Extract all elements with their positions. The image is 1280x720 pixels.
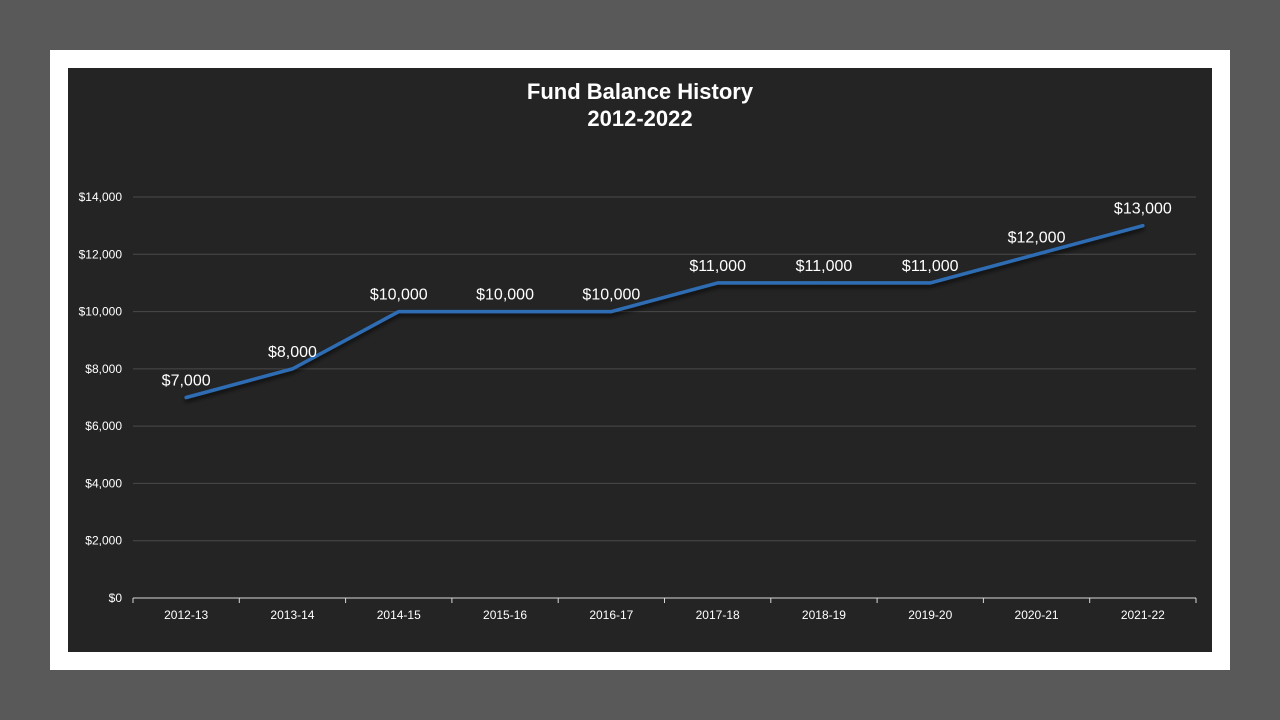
chart-area [68, 68, 1212, 652]
x-tick-label: 2019-20 [908, 608, 952, 622]
data-label: $7,000 [162, 373, 211, 390]
data-point [184, 396, 188, 399]
x-tick-label: 2020-21 [1015, 608, 1059, 622]
x-tick-label: 2012-13 [164, 608, 208, 622]
y-tick-label: $12,000 [79, 247, 123, 261]
data-point [609, 310, 613, 314]
y-tick-label: $10,000 [79, 305, 123, 319]
y-tick-label: $4,000 [85, 476, 122, 490]
data-point [1035, 252, 1039, 256]
data-point [1141, 224, 1145, 228]
gridlines [133, 196, 1196, 542]
data-point [716, 281, 720, 285]
data-label: $13,000 [1114, 201, 1172, 218]
data-label: $11,000 [796, 258, 853, 275]
x-tick-labels: 2012-13 2013-14 2014-15 2015-16 2016-17 2017-… [164, 608, 1165, 622]
data-label: $8,000 [268, 344, 317, 361]
data-point [397, 310, 401, 314]
chart-title: Fund Balance History [526, 79, 754, 104]
data-label: $11,000 [902, 258, 959, 275]
data-labels: $7,000 $8,000 $10,000 $10,000 $10,000 $11,000… [162, 201, 1172, 390]
data-point [822, 281, 826, 285]
x-tick-label: 2018-19 [802, 608, 846, 622]
y-tick-labels: $0 $2,000 $4,000 $6,000 $8,000 $10,000 $12,000… [79, 190, 123, 605]
chart-subtitle: 2012-2022 [587, 106, 693, 131]
data-point [503, 310, 507, 314]
y-tick-label: $8,000 [85, 362, 122, 376]
data-label: $10,000 [476, 287, 534, 304]
x-tick-label: 2015-16 [483, 608, 527, 622]
y-tick-label: $6,000 [85, 419, 122, 433]
chart-title-block: Fund Balance History 2012-2022 [0, 78, 1280, 132]
x-tick-label: 2017-18 [696, 608, 740, 622]
axes [132, 597, 1197, 603]
data-label: $11,000 [689, 258, 746, 275]
y-tick-label: $2,000 [85, 534, 122, 548]
x-tick-label: 2014-15 [377, 608, 421, 622]
data-point [928, 281, 932, 285]
x-tick-label: 2021-22 [1121, 608, 1165, 622]
data-label: $12,000 [1008, 229, 1066, 246]
x-tick-label: 2016-17 [589, 608, 633, 622]
data-label: $10,000 [370, 287, 428, 304]
y-tick-label: $0 [109, 591, 123, 605]
y-tick-label: $14,000 [79, 190, 123, 204]
data-label: $10,000 [582, 287, 640, 304]
x-tick-label: 2013-14 [270, 608, 314, 622]
series-line [184, 223, 1145, 400]
data-point [290, 367, 294, 371]
series-group [184, 223, 1145, 400]
